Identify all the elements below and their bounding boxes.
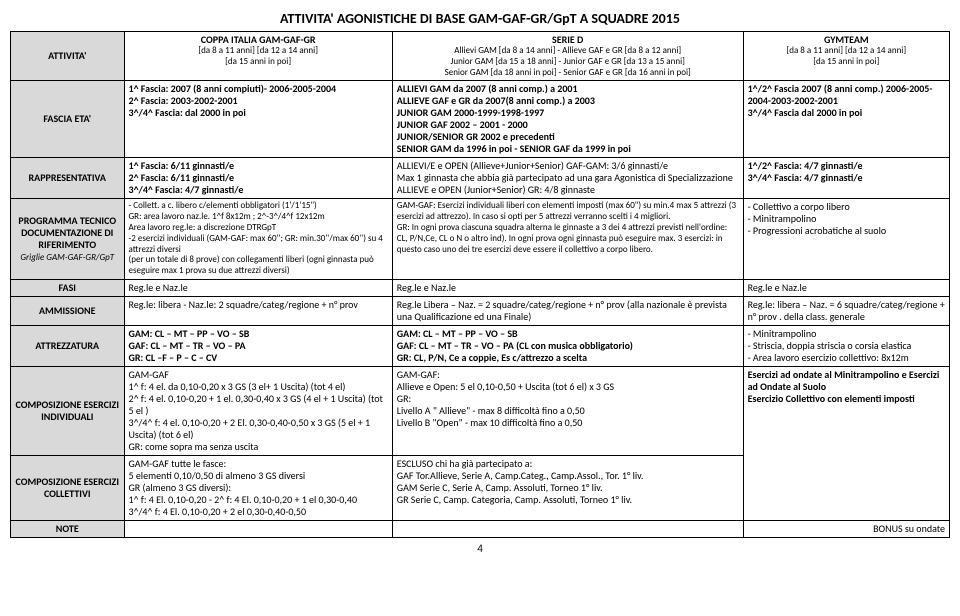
cell-fasi-a: Reg.le e Naz.le	[124, 279, 392, 296]
cell-note-b	[392, 520, 743, 537]
page-title: ATTIVITA' AGONISTICHE DI BASE GAM-GAF-GR…	[10, 10, 950, 27]
header-coppa: COPPA ITALIA GAM-GAF-GR [da 8 a 11 anni]…	[124, 32, 392, 81]
row-label-rappresentativa: RAPPRESENTATIVA	[11, 158, 125, 199]
cell-compind-b: GAM-GAF: Allieve e Open: 5 el 0,10-0,50 …	[392, 366, 743, 455]
row-label-programma: PROGRAMMA TECNICO DOCUMENTAZIONE DI RIFE…	[11, 199, 125, 280]
cell-note-c: BONUS su ondate	[743, 520, 949, 537]
header-coppa-sub: [da 8 a 11 anni] [da 12 a 14 anni] [da 1…	[129, 46, 388, 68]
row-label-comp-coll: COMPOSIZIONE ESERCIZI COLLETTIVI	[11, 455, 125, 520]
cell-attr-b: GAM: CL – MT – PP – VO – SB GAF: CL – MT…	[392, 325, 743, 366]
row-label-attivita: ATTIVITA'	[11, 32, 125, 81]
row-label-comp-ind: COMPOSIZIONE ESERCIZI INDIVIDUALI	[11, 366, 125, 455]
cell-fascia-a: 1^ Fascia: 2007 (8 anni compiuti)- 2006-…	[124, 81, 392, 158]
cell-compcoll-b: ESCLUSO chi ha già partecipato a: GAF To…	[392, 455, 743, 520]
cell-fascia-b: ALLIEVI GAM da 2007 (8 anni comp.) a 200…	[392, 81, 743, 158]
row-label-programma-text: PROGRAMMA TECNICO DOCUMENTAZIONE DI RIFE…	[18, 214, 116, 251]
row-label-fasi: FASI	[11, 279, 125, 296]
cell-rapp-a: 1^ Fascia: 6/11 ginnasti/e 2^ Fascia: 6/…	[124, 158, 392, 199]
cell-note-a	[124, 520, 392, 537]
row-label-programma-sub: Griglie GAM-GAF-GR/GpT	[20, 252, 114, 263]
header-gymteam-sub: [da 8 a 11 anni] [da 12 a 14 anni] [da 1…	[748, 46, 945, 68]
row-label-attrezzatura: ATTREZZATURA	[11, 325, 125, 366]
cell-rapp-c: 1^/2^ Fascia: 4/7 ginnasti/e 3^/4^ Fasci…	[743, 158, 949, 199]
row-label-ammissione: AMMISSIONE	[11, 296, 125, 325]
row-label-note: NOTE	[11, 520, 125, 537]
cell-rapp-b: ALLIEVI/E e OPEN (Allieve+Junior+Senior)…	[392, 158, 743, 199]
cell-prog-c: - Collettivo a corpo libero - Minitrampo…	[743, 199, 949, 280]
cell-amm-a: Reg.le: libera - Naz.le: 2 squadre/categ…	[124, 296, 392, 325]
cell-fascia-c: 1^/2^ Fascia 2007 (8 anni comp.) 2006-20…	[743, 81, 949, 158]
cell-compind-c: Esercizi ad ondate al Minitrampolino e E…	[743, 366, 949, 520]
cell-prog-b: GAM-GAF: Esercizi individuali liberi con…	[392, 199, 743, 280]
cell-fasi-c: Reg.le e Naz.le	[743, 279, 949, 296]
cell-fasi-b: Reg.le e Naz.le	[392, 279, 743, 296]
header-serie-d-sub: Allievi GAM [da 8 a 14 anni] - Allieve G…	[397, 46, 739, 78]
cell-prog-a: - Collett. a c. libero c/elementi obblig…	[124, 199, 392, 280]
row-label-fascia: FASCIA ETA'	[11, 81, 125, 158]
header-serie-d: SERIE D Allievi GAM [da 8 a 14 anni] - A…	[392, 32, 743, 81]
cell-amm-b: Reg.le Libera – Naz. = 2 squadre/categ/r…	[392, 296, 743, 325]
page-number: 4	[10, 542, 950, 555]
cell-compcoll-a: GAM-GAF tutte le fasce: 5 elementi 0,10/…	[124, 455, 392, 520]
cell-attr-c: - Minitrampolino - Striscia, doppia stri…	[743, 325, 949, 366]
header-gymteam: GYMTEAM [da 8 a 11 anni] [da 12 a 14 ann…	[743, 32, 949, 81]
cell-attr-a: GAM: CL – MT – PP – VO – SB GAF: CL – MT…	[124, 325, 392, 366]
cell-amm-c: Reg.le: libera – Naz. = 6 squadre/categ/…	[743, 296, 949, 325]
cell-compind-a: GAM-GAF 1^ f: 4 el. da 0,10-0,20 x 3 GS …	[124, 366, 392, 455]
main-table: ATTIVITA' COPPA ITALIA GAM-GAF-GR [da 8 …	[10, 31, 950, 538]
